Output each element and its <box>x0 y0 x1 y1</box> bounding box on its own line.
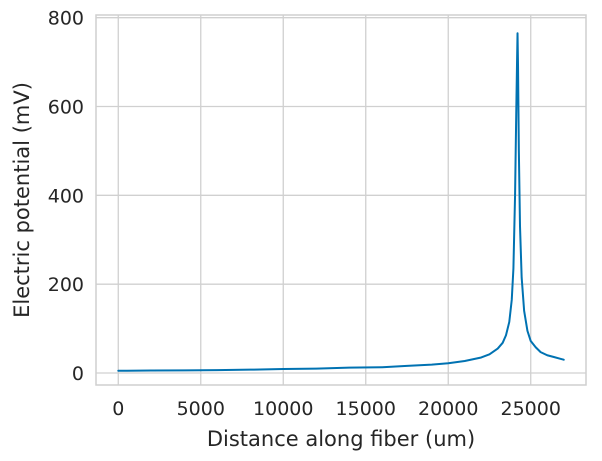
y-axis-ticks: 0 200 400 600 800 <box>48 8 84 385</box>
x-tick-label: 10000 <box>253 398 313 420</box>
x-axis-label: Distance along fiber (um) <box>207 427 475 451</box>
x-tick-label: 15000 <box>336 398 396 420</box>
x-tick-label: 20000 <box>418 398 478 420</box>
y-tick-label: 200 <box>48 274 84 296</box>
y-tick-label: 600 <box>48 97 84 119</box>
x-tick-label: 25000 <box>501 398 561 420</box>
y-axis-label: Electric potential (mV) <box>10 82 34 318</box>
series-line <box>117 32 565 372</box>
plot-frame <box>95 14 587 386</box>
y-tick-label: 0 <box>72 363 84 385</box>
x-tick-label: 5000 <box>177 398 225 420</box>
y-tick-label: 400 <box>48 185 84 207</box>
x-axis-ticks: 0 5000 10000 15000 20000 25000 <box>112 398 561 420</box>
grid <box>96 15 586 385</box>
x-tick-label: 0 <box>112 398 124 420</box>
y-tick-label: 800 <box>48 8 84 30</box>
